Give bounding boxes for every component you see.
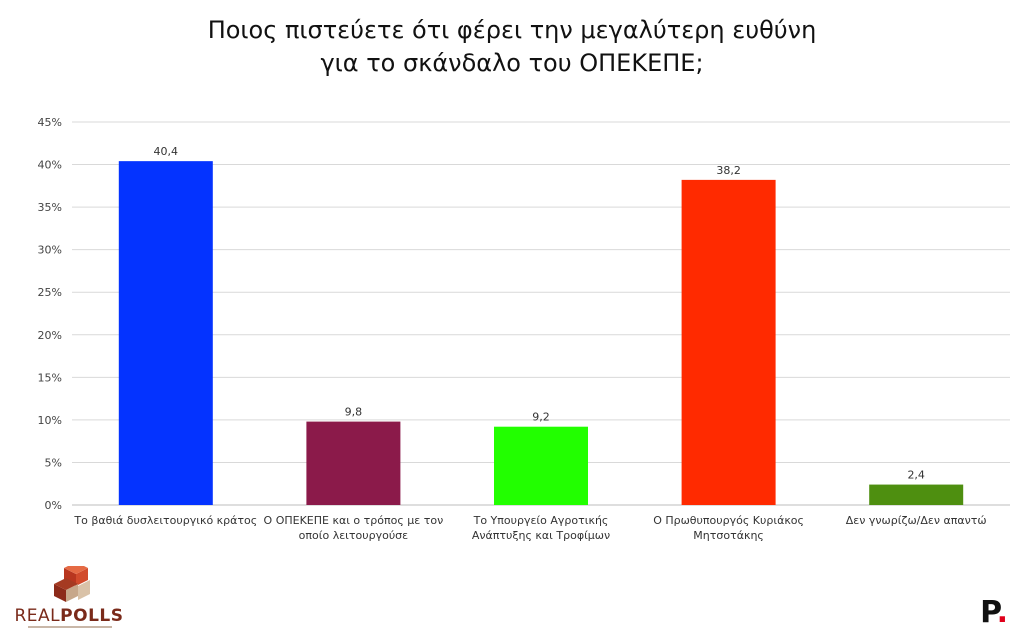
y-tick-label: 30%: [38, 244, 62, 257]
bar: [681, 179, 776, 505]
publisher-logo-letter: P: [980, 595, 997, 630]
chart-title: Ποιος πιστεύετε ότι φέρει την μεγαλύτερη…: [0, 14, 1024, 80]
y-tick-label: 25%: [38, 286, 62, 299]
publisher-logo: P.: [980, 598, 1008, 628]
x-category-label: Ο ΟΠΕΚΕΠΕ και ο τρόπος με τον: [264, 514, 444, 527]
chart-title-line-1: Ποιος πιστεύετε ότι φέρει την μεγαλύτερη…: [207, 16, 817, 44]
value-labels: 40,4 9,8 9,2 38,2 2,4: [154, 145, 925, 481]
y-tick-label: 40%: [38, 159, 62, 172]
y-tick-label: 0%: [45, 499, 62, 512]
x-axis-category-labels: Το βαθιά δυσλειτουργικό κράτος Ο ΟΠΕΚΕΠΕ …: [73, 514, 986, 542]
grid-lines: [72, 121, 1010, 506]
x-category-label: Δεν γνωρίζω/Δεν απαντώ: [846, 514, 987, 527]
y-axis-tick-labels: 0% 5% 10% 15% 20% 25% 30% 35% 40% 45%: [38, 116, 62, 512]
realpolls-logo: REALPOLLS: [14, 562, 124, 630]
bar: [869, 484, 964, 505]
bars: [118, 161, 964, 505]
y-tick-label: 15%: [38, 371, 62, 384]
value-label: 2,4: [907, 469, 925, 482]
x-category-label: Το βαθιά δυσλειτουργικό κράτος: [73, 514, 257, 527]
bar: [494, 426, 588, 505]
realpolls-underline: [28, 626, 112, 628]
publisher-logo-dot: .: [996, 595, 1008, 630]
x-category-label: Ο Πρωθυπουργός Κυριάκος: [653, 514, 804, 527]
realpolls-cube-icon: [54, 562, 90, 602]
x-category-label: Ανάπτυξης και Τροφίμων: [472, 529, 610, 542]
realpolls-wordmark-real: REAL: [14, 606, 61, 626]
bar: [118, 161, 213, 505]
y-tick-label: 5%: [45, 456, 62, 469]
y-tick-label: 20%: [38, 329, 62, 342]
chart-title-line-2: για το σκάνδαλο του ΟΠΕΚΕΠΕ;: [320, 49, 704, 77]
value-label: 40,4: [154, 145, 179, 158]
value-label: 9,2: [532, 411, 550, 424]
y-tick-label: 35%: [38, 201, 62, 214]
x-category-label: Μητσοτάκης: [693, 529, 764, 542]
x-category-label: οποίο λειτουργούσε: [299, 529, 408, 542]
bar: [306, 421, 401, 505]
value-label: 38,2: [716, 164, 741, 177]
y-tick-label: 45%: [38, 116, 62, 129]
realpolls-wordmark: REALPOLLS: [14, 606, 124, 626]
value-label: 9,8: [345, 406, 363, 419]
y-tick-label: 10%: [38, 414, 62, 427]
realpolls-wordmark-polls: POLLS: [60, 606, 124, 626]
x-category-label: Το Υπουργείο Αγροτικής: [473, 514, 609, 527]
